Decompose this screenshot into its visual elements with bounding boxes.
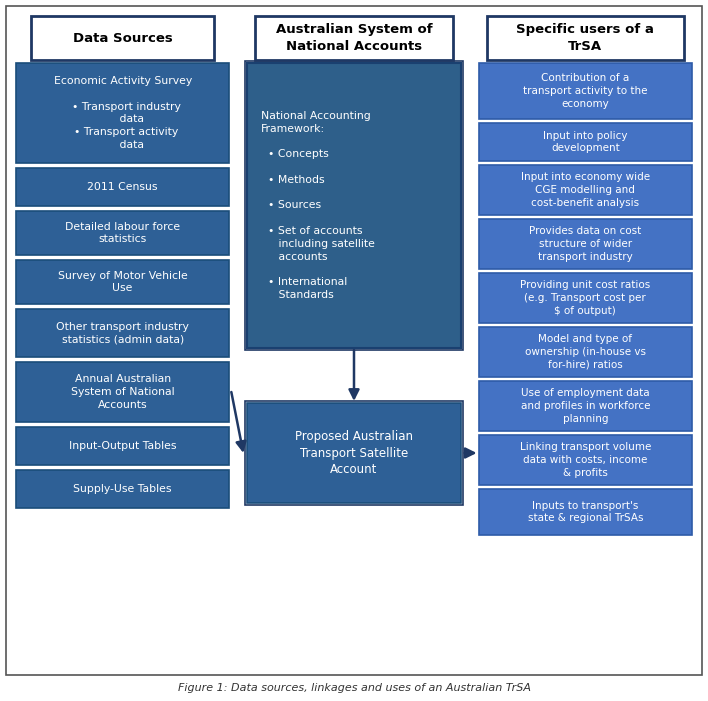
Bar	[479, 489, 692, 535]
Bar	[16, 309, 229, 357]
Text: National Accounting
Framework:

  • Concepts

  • Methods

  • Sources

  • Set : National Accounting Framework: • Concept…	[261, 111, 375, 300]
Text: Supply-Use Tables: Supply-Use Tables	[74, 484, 172, 494]
Bar	[31, 16, 215, 60]
Text: Providing unit cost ratios
(e.g. Transport cost per
$ of output): Providing unit cost ratios (e.g. Transpo…	[520, 280, 651, 315]
Text: Input into economy wide
CGE modelling and
cost-benefit analysis: Input into economy wide CGE modelling an…	[521, 172, 650, 207]
Bar	[16, 427, 229, 465]
Bar	[479, 63, 692, 119]
Text: 2011 Census: 2011 Census	[87, 182, 158, 192]
Text: Economic Activity Survey

  • Transport industry
     data
  • Transport activit: Economic Activity Survey • Transport ind…	[54, 76, 192, 150]
Text: Use of employment data
and profiles in workforce
planning: Use of employment data and profiles in w…	[520, 388, 650, 424]
Text: Linking transport volume
data with costs, income
& profits: Linking transport volume data with costs…	[520, 442, 651, 478]
Text: Inputs to transport's
state & regional TrSAs: Inputs to transport's state & regional T…	[527, 501, 643, 524]
Text: Input into policy
development: Input into policy development	[543, 130, 627, 154]
Text: Survey of Motor Vehicle
Use: Survey of Motor Vehicle Use	[58, 271, 188, 294]
Text: Provides data on cost
structure of wider
transport industry: Provides data on cost structure of wider…	[529, 226, 641, 261]
Text: Other transport industry
statistics (admin data): Other transport industry statistics (adm…	[56, 322, 189, 344]
Bar	[246, 61, 462, 350]
Bar	[16, 260, 229, 304]
Bar	[247, 403, 461, 503]
Bar	[486, 16, 684, 60]
Text: Input-Output Tables: Input-Output Tables	[69, 441, 176, 451]
Bar	[247, 63, 461, 348]
Text: Detailed labour force
statistics: Detailed labour force statistics	[65, 222, 181, 245]
Text: Annual Australian
System of National
Accounts: Annual Australian System of National Acc…	[71, 374, 174, 410]
Bar	[16, 168, 229, 206]
Bar	[479, 327, 692, 377]
Bar	[479, 123, 692, 161]
Bar	[479, 435, 692, 485]
Text: Figure 1: Data sources, linkages and uses of an Australian TrSA: Figure 1: Data sources, linkages and use…	[178, 683, 530, 693]
Bar	[16, 362, 229, 422]
Bar	[479, 165, 692, 215]
Bar	[16, 470, 229, 508]
Bar	[16, 211, 229, 255]
Bar	[246, 401, 462, 505]
Bar	[16, 63, 229, 163]
Text: Proposed Australian
Transport Satellite
Account: Proposed Australian Transport Satellite …	[295, 430, 413, 476]
Text: Contribution of a
transport activity to the
economy: Contribution of a transport activity to …	[523, 73, 648, 109]
Bar	[479, 219, 692, 269]
Text: Specific users of a
TrSA: Specific users of a TrSA	[516, 23, 654, 53]
Text: Model and type of
ownership (in-house vs
for-hire) ratios: Model and type of ownership (in-house vs…	[525, 334, 646, 370]
Text: Data Sources: Data Sources	[73, 32, 173, 44]
Bar	[479, 381, 692, 431]
Text: Australian System of
National Accounts: Australian System of National Accounts	[275, 23, 433, 53]
Bar	[256, 16, 452, 60]
Bar	[479, 273, 692, 323]
